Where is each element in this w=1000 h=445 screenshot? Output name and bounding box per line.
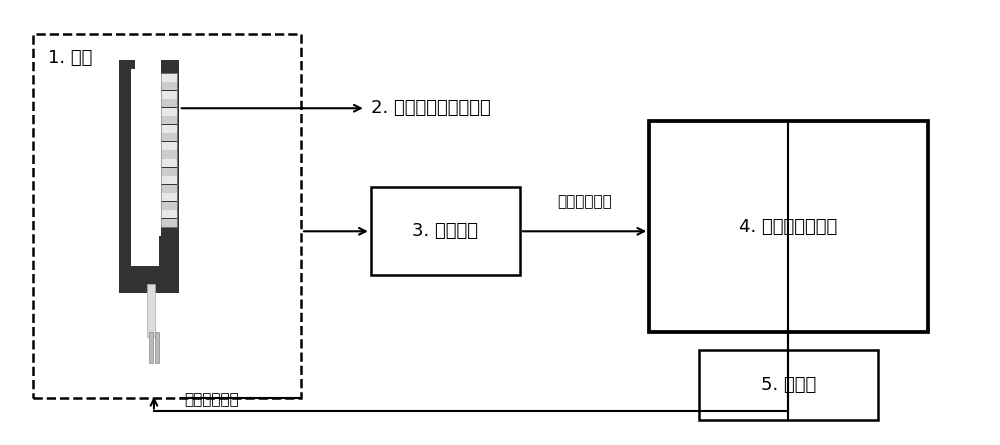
Bar (131, 267, 159, 293)
Bar (161, 108, 177, 116)
Bar (161, 210, 177, 218)
Text: 1. 气室: 1. 气室 (48, 49, 92, 67)
Bar (161, 150, 177, 158)
Bar (149, 332, 153, 363)
Bar (161, 202, 177, 210)
Bar (161, 167, 177, 176)
Bar (155, 332, 159, 363)
Bar (161, 142, 177, 150)
Text: 5. 上位机: 5. 上位机 (761, 376, 816, 394)
Bar (161, 185, 177, 193)
Bar (119, 60, 135, 240)
Text: 2. 石墨烯覆膜石英音叉: 2. 石墨烯覆膜石英音叉 (371, 99, 490, 117)
Bar (371, 187, 520, 275)
Bar (131, 69, 159, 231)
Text: 3. 检测电路: 3. 检测电路 (412, 222, 478, 240)
Bar (161, 99, 177, 107)
Bar (161, 73, 177, 81)
Bar (131, 227, 159, 279)
Bar (161, 219, 177, 227)
Bar (161, 91, 177, 99)
Bar (147, 284, 155, 337)
Text: 4. 数字锁相放大器: 4. 数字锁相放大器 (739, 218, 838, 236)
Bar (161, 176, 177, 184)
Bar (161, 125, 177, 133)
Bar (649, 121, 928, 332)
Bar (161, 82, 177, 90)
Bar (119, 236, 179, 293)
Bar (161, 193, 177, 201)
Text: 响应信号输出: 响应信号输出 (557, 194, 612, 209)
Bar (161, 116, 177, 124)
Text: 调制信号输入: 调制信号输入 (184, 392, 239, 407)
Bar (161, 60, 179, 240)
Bar (161, 159, 177, 167)
Bar (161, 73, 177, 227)
Bar (33, 33, 301, 398)
Bar (699, 350, 878, 420)
Bar (161, 134, 177, 142)
